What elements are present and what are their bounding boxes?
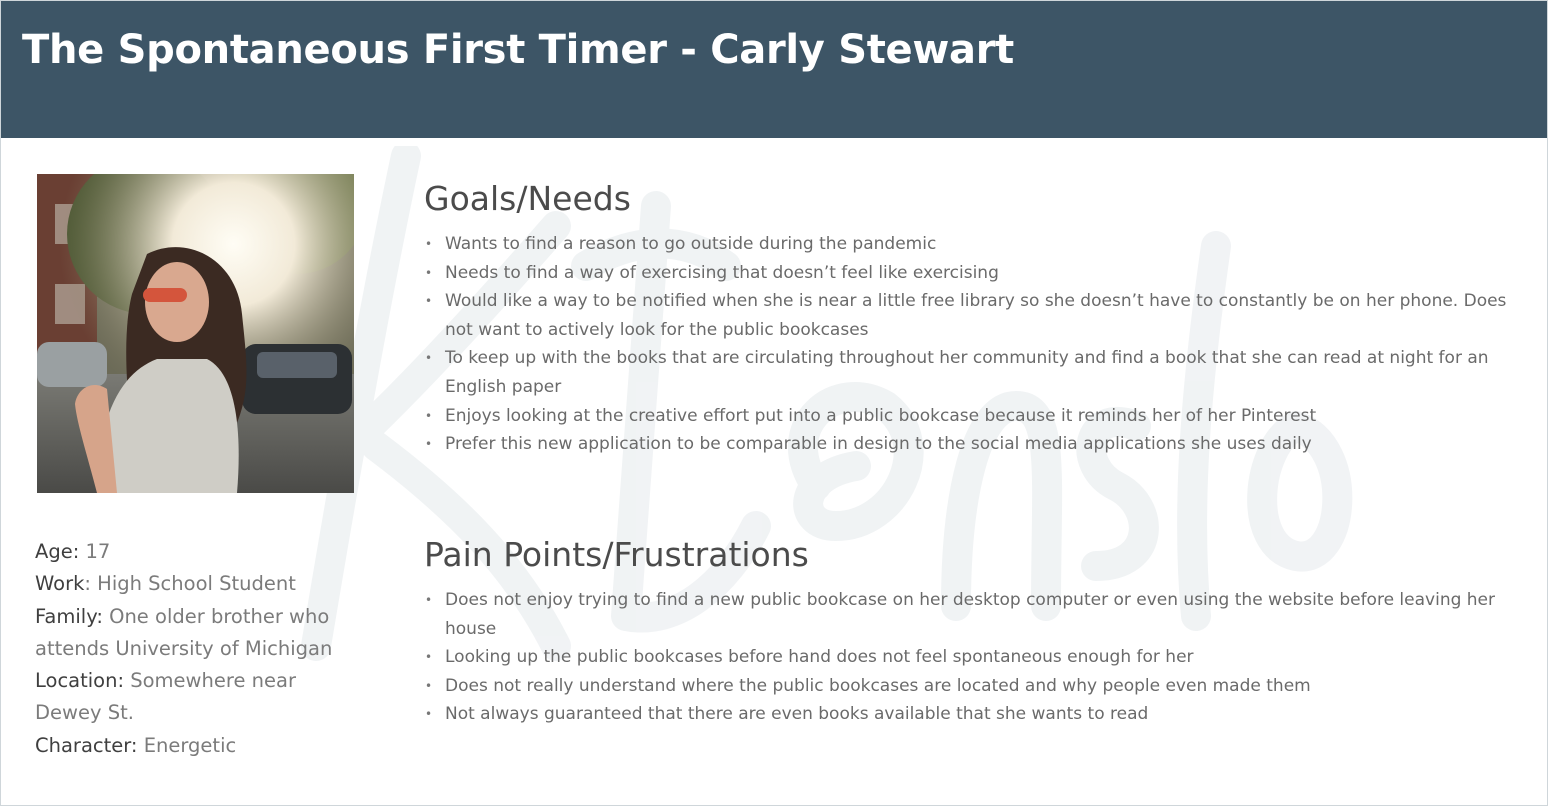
age-label: Age: xyxy=(35,540,80,563)
goal-item: Wants to find a reason to go outside dur… xyxy=(424,230,1524,259)
pain-point-item: Looking up the public bookcases before h… xyxy=(424,643,1524,672)
profile-details: Age: 17 Work: High School Student Family… xyxy=(35,536,365,762)
pain-points-heading: Pain Points/Frustrations xyxy=(424,535,809,574)
profile-family-row: Family: One older brother who attends Un… xyxy=(35,601,365,666)
goals-list: Wants to find a reason to go outside dur… xyxy=(424,230,1524,459)
pain-point-item: Does not enjoy trying to find a new publ… xyxy=(424,586,1524,643)
pain-point-item: Not always guaranteed that there are eve… xyxy=(424,700,1524,729)
location-value: Somewhere near Dewey St. xyxy=(35,669,296,725)
pain-points-list: Does not enjoy trying to find a new publ… xyxy=(424,586,1524,729)
age-value: 17 xyxy=(79,540,111,563)
pain-point-item: Does not really understand where the pub… xyxy=(424,672,1524,701)
profile-location-row: Location: Somewhere near Dewey St. xyxy=(35,665,365,730)
goal-item: Would like a way to be notified when she… xyxy=(424,287,1524,344)
work-value: : High School Student xyxy=(84,572,296,596)
work-label: Work xyxy=(35,572,85,596)
character-label: Character: xyxy=(35,733,138,757)
goals-heading: Goals/Needs xyxy=(424,179,631,218)
profile-work-row: Work: High School Student xyxy=(35,568,365,600)
goal-item: To keep up with the books that are circu… xyxy=(424,344,1524,401)
persona-photo xyxy=(37,174,354,493)
family-value: One older brother who attends University… xyxy=(35,604,333,660)
header-banner: The Spontaneous First Timer - Carly Stew… xyxy=(1,1,1547,138)
page-title: The Spontaneous First Timer - Carly Stew… xyxy=(22,27,1014,73)
location-label: Location: xyxy=(35,669,125,693)
family-label: Family: xyxy=(35,604,103,628)
goal-item: Needs to find a way of exercising that d… xyxy=(424,259,1524,288)
goal-item: Enjoys looking at the creative effort pu… xyxy=(424,402,1524,431)
character-value: Energetic xyxy=(137,733,237,757)
profile-character-row: Character: Energetic xyxy=(35,730,365,762)
photo-illustration xyxy=(37,174,354,493)
goal-item: Prefer this new application to be compar… xyxy=(424,430,1524,459)
profile-age-row: Age: 17 xyxy=(35,536,365,568)
